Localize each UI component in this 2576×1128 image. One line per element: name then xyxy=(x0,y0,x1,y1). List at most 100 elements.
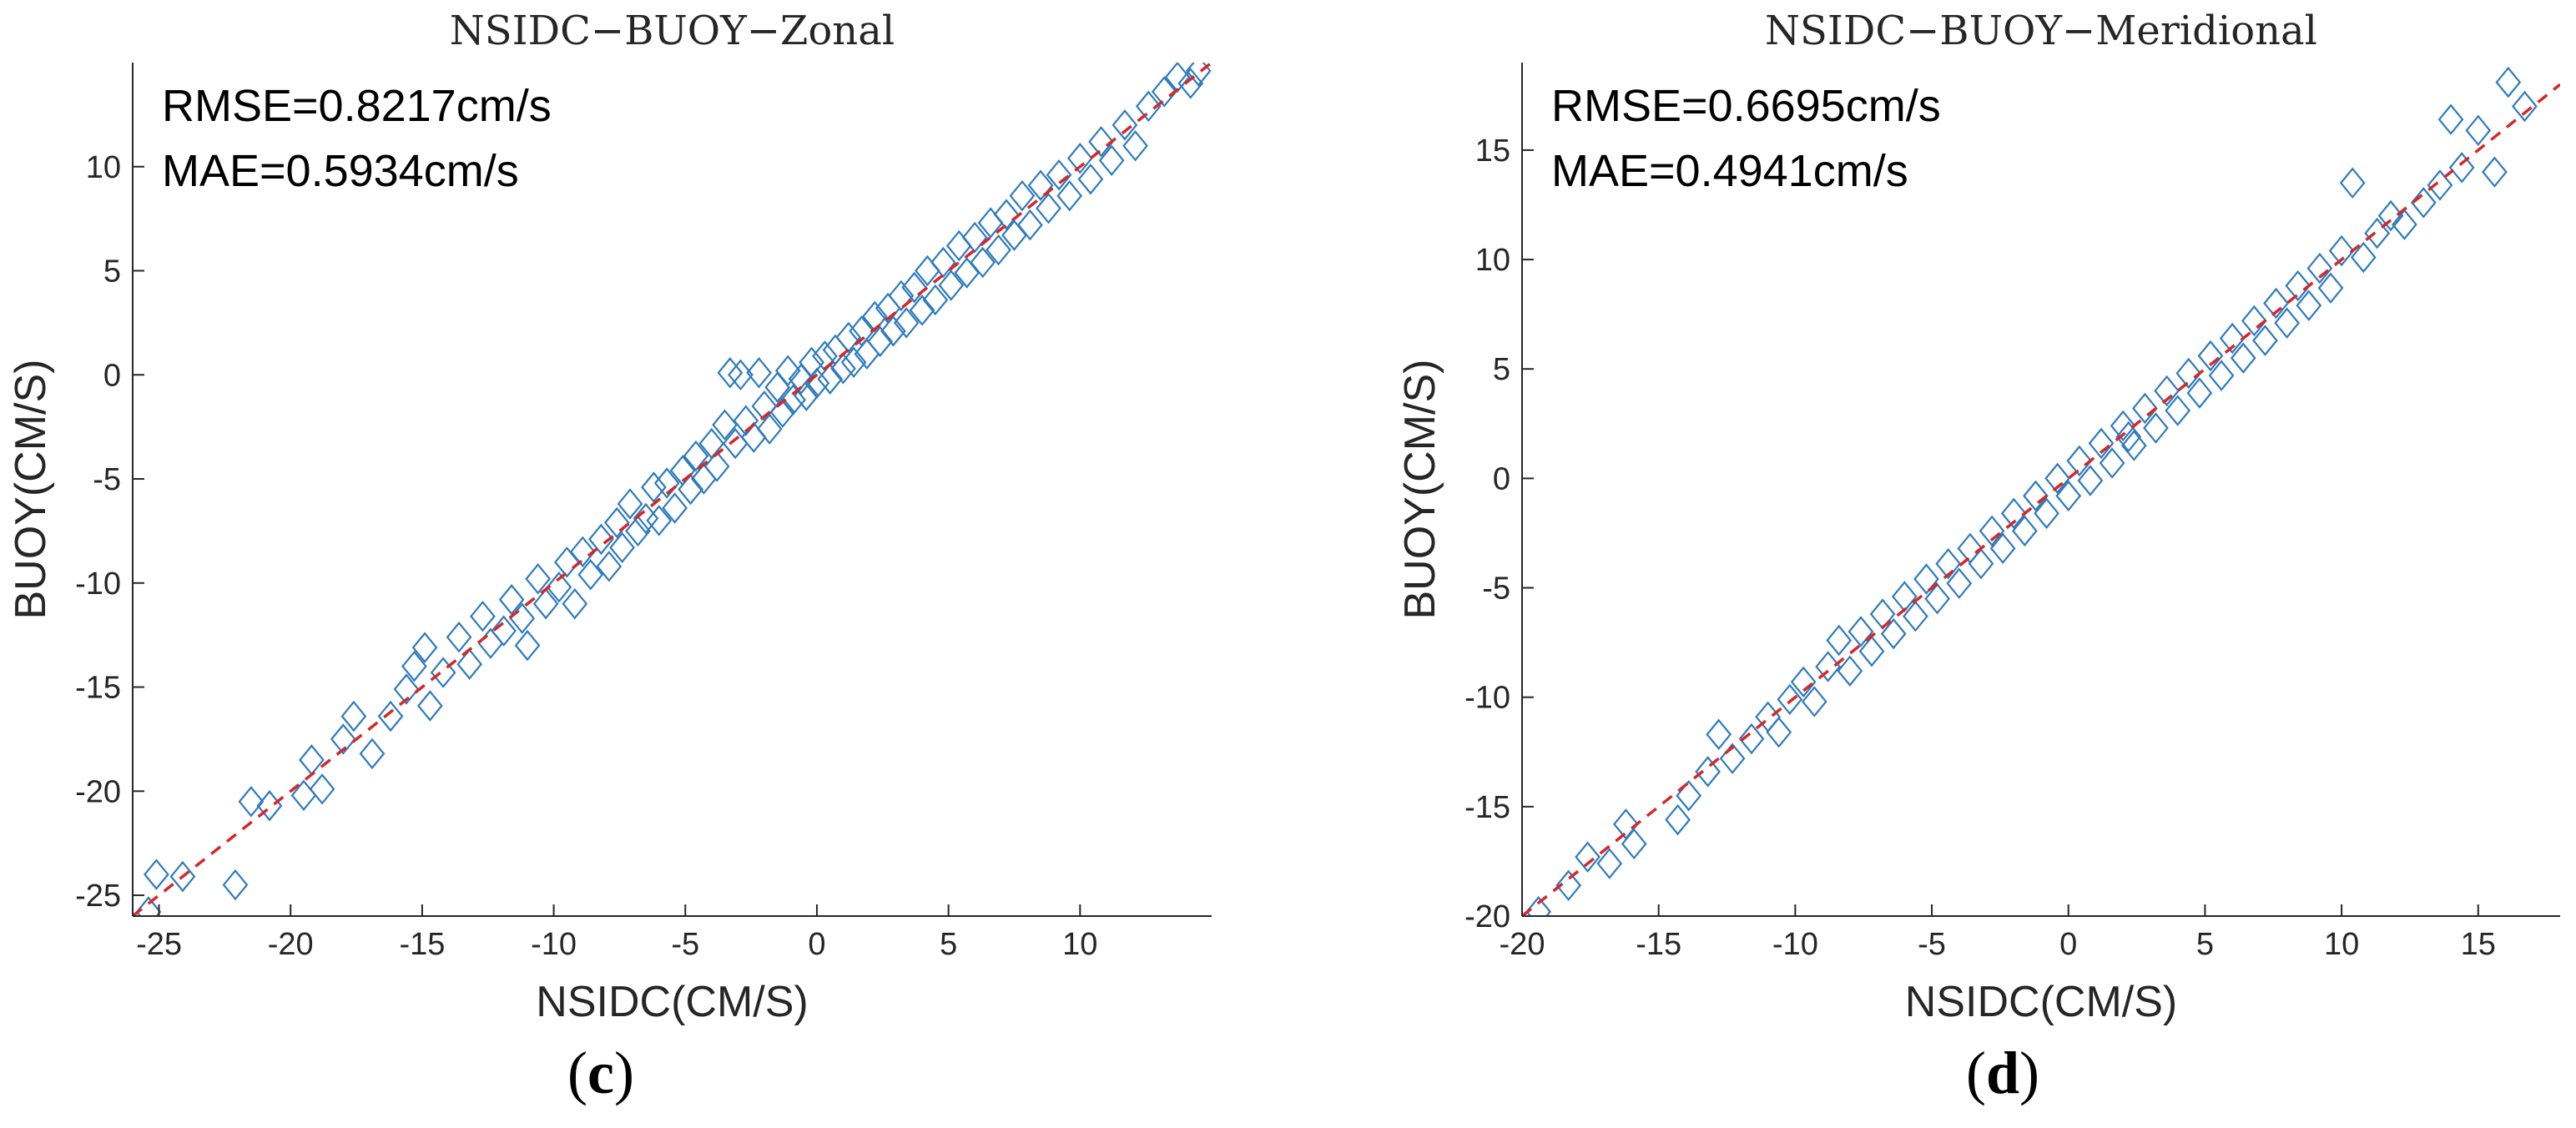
data-point xyxy=(717,357,744,389)
data-point xyxy=(1706,718,1732,751)
data-point xyxy=(970,246,996,279)
data-point xyxy=(596,551,623,582)
data-point xyxy=(2350,241,2377,274)
data-point xyxy=(2252,325,2278,356)
data-point xyxy=(1968,547,1994,580)
data-point xyxy=(169,860,196,893)
data-point xyxy=(2088,427,2115,460)
y-tick-label: -5 xyxy=(93,462,121,497)
y-tick-label: 15 xyxy=(1475,133,1510,169)
data-point xyxy=(1027,169,1054,201)
chart-title: NSIDC−BUOY−Meridional xyxy=(1765,8,2317,54)
chart-title: NSIDC−BUOY−Zonal xyxy=(450,8,895,54)
data-point xyxy=(144,859,169,890)
data-point xyxy=(840,346,867,379)
data-point xyxy=(1177,68,1204,99)
data-point xyxy=(728,359,754,391)
y-tick-label: 5 xyxy=(103,254,121,290)
data-point xyxy=(2186,377,2213,409)
data-point xyxy=(2219,322,2246,355)
mae-annotation: MAE=0.4941cm/s xyxy=(1551,146,1908,196)
data-point xyxy=(525,563,552,595)
data-point xyxy=(1935,547,1962,580)
data-point xyxy=(2306,252,2333,285)
data-point xyxy=(922,284,949,316)
data-point xyxy=(2077,465,2104,496)
data-point xyxy=(1046,159,1072,191)
y-tick-label: -10 xyxy=(1464,681,1510,716)
x-tick-label: -15 xyxy=(399,927,445,962)
data-point xyxy=(2110,410,2136,442)
data-point xyxy=(746,357,772,389)
data-point xyxy=(2339,167,2366,199)
data-point xyxy=(417,690,443,722)
data-point xyxy=(678,473,703,506)
data-point xyxy=(703,451,730,482)
data-point xyxy=(986,234,1011,266)
y-tick-label: -10 xyxy=(75,567,121,602)
data-point xyxy=(514,629,541,662)
x-tick-label: 15 xyxy=(2461,927,2496,962)
x-tick-label: 5 xyxy=(2196,927,2214,962)
x-tick-label: -20 xyxy=(1500,927,1545,962)
data-series xyxy=(1525,66,2538,916)
data-point xyxy=(491,615,517,647)
data-point xyxy=(1122,130,1148,162)
data-point xyxy=(401,650,427,682)
data-point xyxy=(135,896,162,916)
y-tick-label: -15 xyxy=(1464,790,1510,825)
data-point xyxy=(641,471,667,503)
data-point xyxy=(470,600,496,632)
data-point xyxy=(603,506,630,539)
data-point xyxy=(309,773,335,805)
data-point xyxy=(625,515,651,547)
x-tick-label: -5 xyxy=(1918,927,1946,962)
data-point xyxy=(532,587,559,620)
mae-annotation: MAE=0.5934cm/s xyxy=(162,146,519,196)
data-point xyxy=(2296,290,2322,321)
data-point xyxy=(1790,666,1817,698)
data-point xyxy=(1695,756,1721,788)
data-point xyxy=(867,325,894,358)
data-point xyxy=(430,657,456,688)
data-point xyxy=(1077,163,1104,195)
data-point xyxy=(1766,716,1792,748)
data-point xyxy=(2377,199,2404,232)
data-point xyxy=(2448,152,2475,184)
data-point xyxy=(1979,515,2005,547)
x-tick-label: 10 xyxy=(1062,927,1097,962)
data-point xyxy=(562,587,588,620)
data-point xyxy=(1151,76,1177,108)
data-point xyxy=(1665,803,1691,836)
y-tick-label: 0 xyxy=(103,358,121,393)
data-point xyxy=(1858,635,1885,667)
data-point xyxy=(1613,808,1639,840)
x-tick-label: -5 xyxy=(671,927,699,962)
panel-letter: d xyxy=(1986,1040,2019,1106)
rmse-annotation: RMSE=0.8217cm/s xyxy=(162,81,552,131)
data-point xyxy=(330,723,356,755)
data-point xyxy=(993,199,1020,230)
data-point xyxy=(1135,90,1162,123)
data-point xyxy=(2427,169,2453,201)
data-point xyxy=(2066,445,2093,477)
data-point xyxy=(1621,828,1647,860)
data-point xyxy=(1815,651,1842,682)
data-series xyxy=(135,63,1212,916)
data-point xyxy=(238,786,265,818)
data-point xyxy=(2208,360,2235,391)
x-tick-label: -25 xyxy=(136,927,182,962)
data-point xyxy=(880,315,906,347)
y-axis-label: BUOY(CM/S) xyxy=(1396,360,1444,620)
data-point xyxy=(1913,563,1939,595)
data-point xyxy=(2034,497,2059,530)
y-tick-label: -25 xyxy=(75,879,121,914)
data-point xyxy=(2011,515,2038,547)
x-tick-label: -10 xyxy=(1772,927,1818,962)
data-point xyxy=(1957,532,1984,565)
y-tick-label: -20 xyxy=(75,774,121,809)
data-point xyxy=(733,405,759,436)
data-point xyxy=(1098,144,1125,177)
data-point xyxy=(938,269,965,301)
